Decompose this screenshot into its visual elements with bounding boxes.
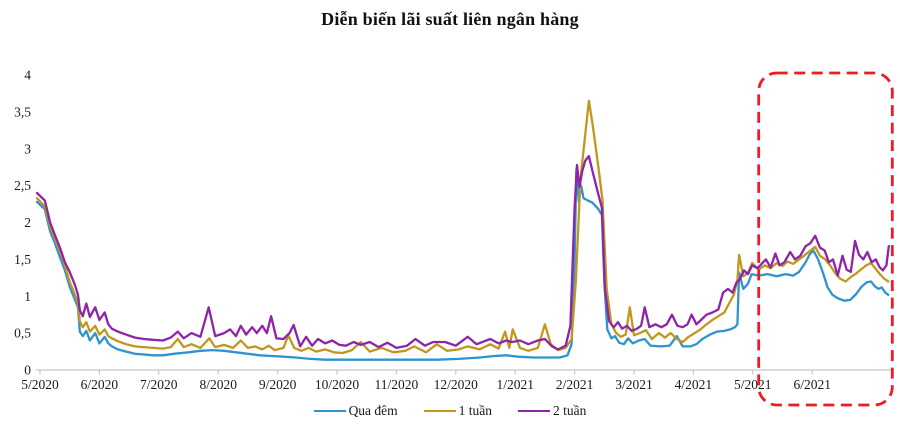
- y-tick-label: 0: [24, 363, 31, 378]
- x-tick-label: 5/2020: [21, 377, 59, 392]
- series-line-2-weeks: [35, 154, 890, 351]
- x-tick-label: 12/2020: [434, 377, 479, 392]
- x-tick-label: 11/2020: [375, 377, 419, 392]
- x-tick-label: 6/2021: [793, 377, 831, 392]
- highlight-box: [757, 71, 894, 407]
- x-tick-label: 9/2020: [259, 377, 297, 392]
- series-line-1-week: [35, 99, 890, 355]
- y-tick-label: 4: [24, 68, 31, 83]
- legend-swatch-2-weeks-icon: [518, 409, 551, 413]
- legend-item-overnight: Qua đêm: [313, 403, 398, 419]
- x-tick-label: 8/2020: [199, 377, 237, 392]
- x-tick-label: 7/2020: [140, 377, 178, 392]
- y-tick-label: 0,5: [14, 326, 31, 341]
- legend-label-2-weeks: 2 tuần: [553, 403, 587, 418]
- y-tick-label: 1: [24, 289, 31, 304]
- x-tick-label: 1/2021: [496, 377, 534, 392]
- x-tick-label: 10/2020: [315, 377, 360, 392]
- x-tick-label: 2/2021: [556, 377, 594, 392]
- x-tick-label: 5/2021: [734, 377, 772, 392]
- series-line-overnight: [35, 168, 890, 361]
- legend-swatch-overnight-icon: [313, 409, 346, 413]
- y-tick-label: 3,5: [14, 104, 31, 119]
- legend-item-1-week: 1 tuần: [423, 403, 493, 419]
- y-tick-label: 2: [24, 215, 31, 230]
- legend-item-2-weeks: 2 tuần: [518, 403, 586, 419]
- x-tick-label: 3/2021: [615, 377, 653, 392]
- legend-label-overnight: Qua đêm: [348, 403, 398, 418]
- y-tick-label: 3: [24, 141, 31, 156]
- y-tick-label: 1,5: [14, 252, 31, 267]
- y-tick-label: 2,5: [14, 178, 31, 193]
- legend-swatch-1-week-icon: [423, 409, 456, 413]
- x-tick-label: 4/2021: [675, 377, 713, 392]
- legend-label-1-week: 1 tuần: [458, 403, 493, 418]
- chart-title: Diễn biến lãi suất liên ngân hàng: [321, 9, 579, 29]
- chart-legend: Qua đêm 1 tuần 2 tuần: [0, 403, 900, 419]
- x-tick-label: 6/2020: [81, 377, 119, 392]
